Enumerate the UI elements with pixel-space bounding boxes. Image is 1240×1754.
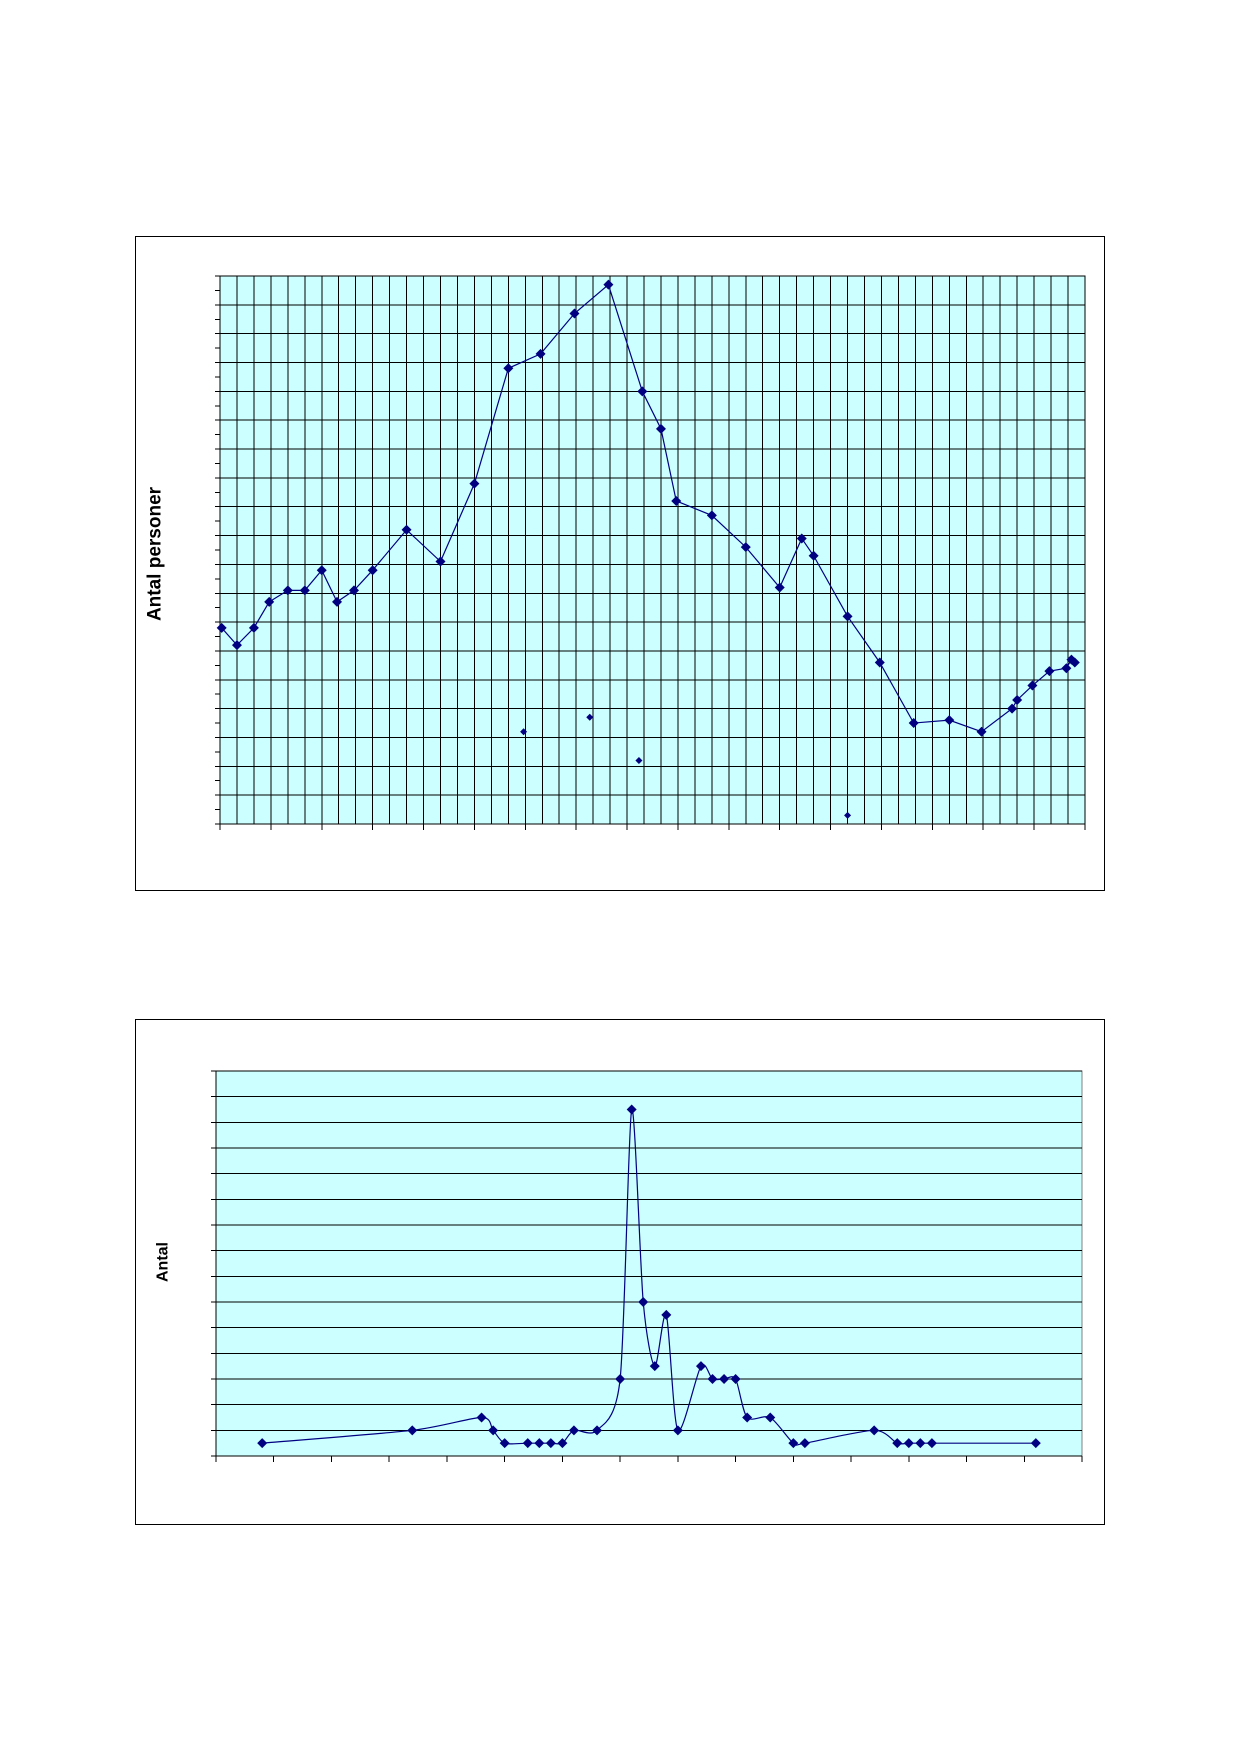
plot-background (215, 1070, 1083, 1457)
data-point-marker (401, 524, 412, 535)
chart-frame-antal: Antal (135, 1019, 1105, 1525)
data-point-marker (626, 1104, 637, 1115)
data-point-marker (915, 1438, 926, 1449)
data-point-marker (637, 386, 648, 397)
data-point-marker (1069, 657, 1080, 668)
data-point-marker (231, 640, 242, 651)
data-point-marker (869, 1425, 880, 1436)
data-point-marker (1030, 1438, 1041, 1449)
data-point-marker (706, 510, 717, 521)
data-point-marker (730, 1374, 741, 1384)
data-point-marker (264, 596, 275, 607)
data-point-marker (903, 1438, 914, 1449)
chart-svg-antal-personer: Antal personer (145, 275, 1086, 830)
data-point-marker (535, 348, 546, 359)
data-point-marker (799, 1438, 810, 1449)
data-point-marker (216, 622, 227, 633)
data-point-marker (671, 495, 682, 506)
data-point-marker (672, 1425, 683, 1436)
data-point-marker (257, 1438, 268, 1449)
data-point-marker (469, 478, 480, 489)
data-point-marker (1061, 663, 1072, 674)
data-point-marker (603, 279, 614, 290)
data-point-marker (534, 1438, 545, 1449)
data-point-marker (1027, 680, 1038, 691)
plot-area (215, 275, 1086, 830)
data-point-marker (926, 1438, 937, 1449)
data-point-marker (695, 1361, 706, 1372)
data-point-marker (788, 1438, 799, 1449)
data-point-marker (332, 596, 343, 607)
data-point-marker (569, 308, 580, 319)
data-point-marker (435, 556, 446, 567)
y-axis-label: Antal personer (145, 486, 166, 621)
data-point-marker (638, 1297, 649, 1307)
data-point-marker (316, 565, 327, 576)
data-point-marker (348, 585, 359, 596)
data-point-marker (488, 1425, 499, 1436)
data-point-marker (765, 1412, 776, 1423)
data-point-marker (499, 1438, 510, 1449)
data-point-marker (944, 715, 955, 726)
data-point-marker (740, 542, 751, 553)
data-point-marker (1007, 703, 1018, 714)
data-point-marker (908, 718, 919, 729)
data-point-marker (774, 582, 785, 593)
isolated-data-point-marker (520, 728, 528, 736)
chart-svg-antal: Antal (155, 1070, 1083, 1462)
data-point-marker (1012, 694, 1023, 705)
data-point-marker (503, 363, 514, 374)
data-point-marker (476, 1412, 487, 1423)
data-point-marker (808, 550, 819, 561)
plot-area (211, 1070, 1083, 1462)
data-point-marker (299, 585, 310, 596)
isolated-data-point-marker (844, 811, 852, 819)
data-point-marker (282, 585, 293, 596)
plot-background (219, 275, 1086, 825)
data-point-marker (976, 726, 987, 737)
data-point-marker (661, 1309, 672, 1320)
data-point-marker (557, 1438, 568, 1449)
isolated-data-point-marker (635, 757, 643, 765)
data-point-marker (874, 657, 885, 668)
isolated-data-point-marker (586, 713, 594, 721)
data-point-marker (522, 1438, 533, 1449)
data-point-marker (367, 565, 378, 576)
data-point-marker (615, 1374, 626, 1384)
data-point-marker (655, 423, 666, 434)
data-point-marker (842, 611, 853, 622)
data-point-marker (248, 622, 259, 633)
data-point-marker (649, 1361, 660, 1372)
data-point-marker (742, 1412, 753, 1423)
data-point-marker (407, 1425, 418, 1436)
data-point-marker (568, 1425, 579, 1436)
chart-frame-antal-personer: Antal personer (135, 236, 1105, 891)
y-axis-label: Antal (155, 1242, 172, 1282)
data-point-marker (592, 1425, 603, 1436)
data-point-marker (1044, 666, 1055, 677)
data-point-marker (719, 1374, 730, 1384)
data-point-marker (796, 533, 807, 544)
data-point-marker (545, 1438, 556, 1449)
data-point-marker (707, 1374, 718, 1384)
data-point-marker (892, 1438, 903, 1449)
